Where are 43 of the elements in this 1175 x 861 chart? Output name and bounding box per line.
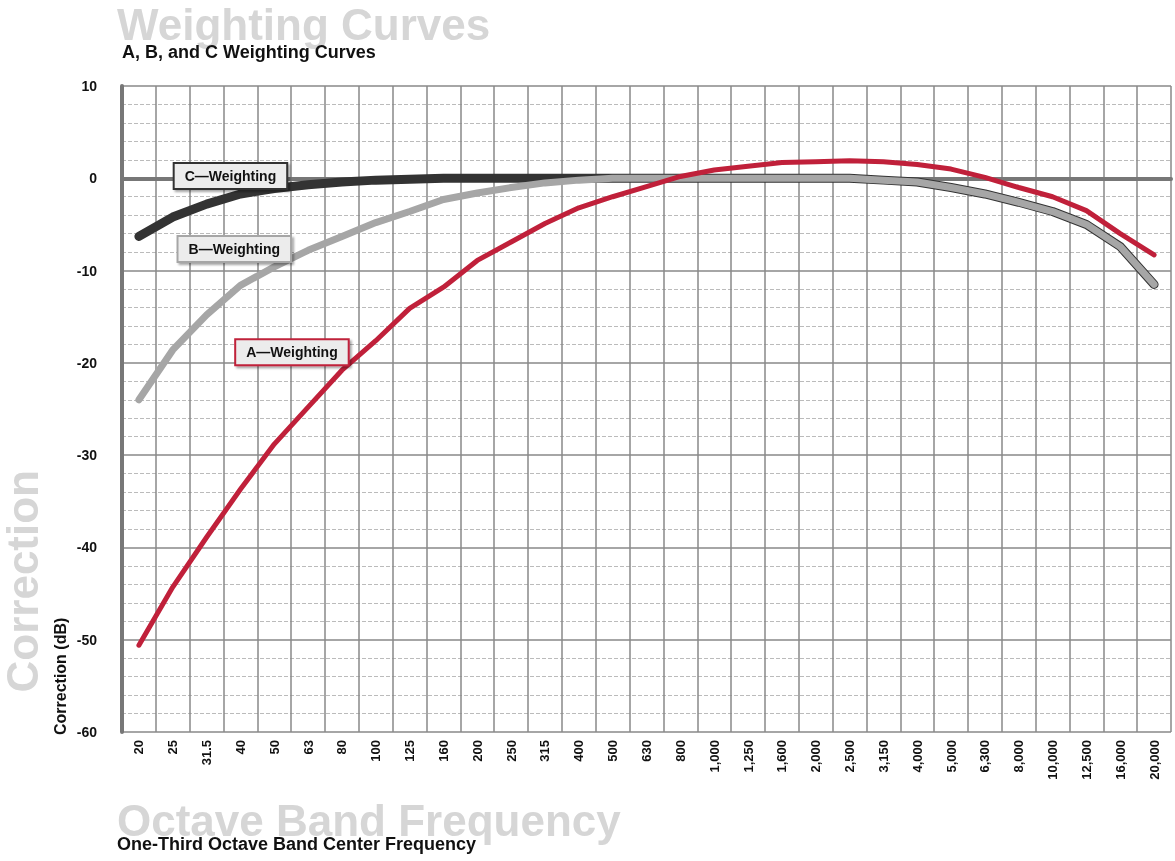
x-tick-label: 2,500 [842,740,858,773]
x-tick-label: 1,250 [740,740,756,773]
x-tick-label: 160 [435,740,451,762]
x-tick-label: 1,600 [774,740,790,773]
x-tick-label: 6,300 [977,740,993,773]
x-tick-label: 10,000 [1045,740,1061,780]
y-axis-title: Correction (dB) [51,617,69,735]
x-tick-label: 25 [165,740,181,755]
x-tick-label: 50 [266,740,282,755]
x-tick-label: 12,500 [1078,740,1094,780]
x-tick-label: 80 [334,740,350,755]
x-tick-label: 200 [469,740,485,762]
x-tick-label: 125 [402,740,418,762]
y-tick-label: 10 [81,78,98,94]
x-tick-label: 100 [368,740,384,762]
series-label: C—Weighting [184,167,277,184]
x-tick-label: 500 [605,740,621,762]
y-tick-label: -20 [76,354,98,371]
x-tick-label: 40 [232,740,248,755]
y-tick-label: -60 [76,724,98,740]
x-tick-label: 630 [639,740,654,762]
x-tick-label: 20,000 [1146,740,1162,780]
x-tick-label: 8,000 [1011,740,1027,773]
x-tick-label: 63 [300,740,316,755]
x-tick-label: 400 [571,740,587,762]
y-tick-label: -10 [76,262,98,279]
x-tick-label: 31.5 [199,740,215,766]
series-label: B—Weighting [188,240,281,257]
x-tick-label: 800 [672,740,688,762]
y-tick-label: -50 [76,631,98,648]
x-tick-label: 315 [537,740,553,762]
x-tick-label: 16,000 [1112,740,1128,780]
series-label: A—Weighting [246,344,338,361]
y-tick-label: 0 [89,170,98,187]
x-tick-label: 3,150 [875,740,891,773]
y-tick-label: -40 [76,539,98,556]
x-tick-label: 1,000 [706,740,722,773]
x-tick-label: 4,000 [909,740,925,773]
x-tick-label: 20 [131,740,147,755]
x-tick-label: 5,000 [943,740,959,773]
x-tick-label: 250 [503,740,519,762]
y-tick-label: -30 [76,447,98,464]
x-tick-label: 2,000 [808,740,824,773]
